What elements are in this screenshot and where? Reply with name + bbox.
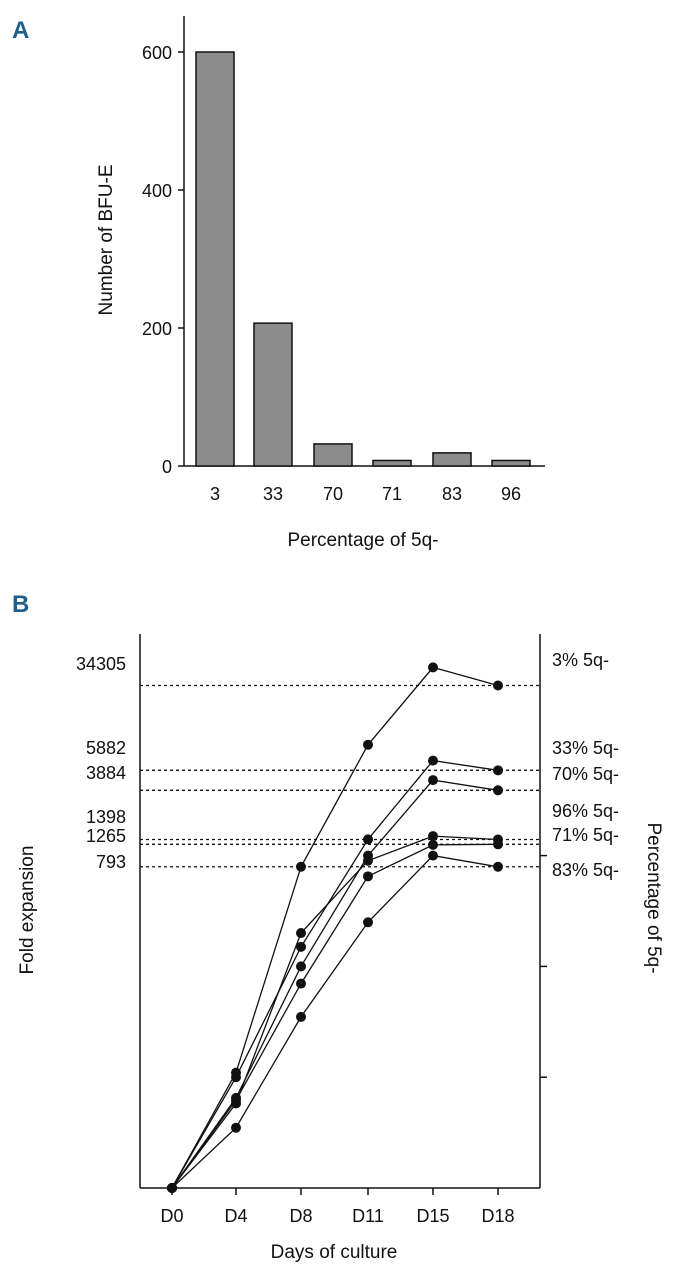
data-point xyxy=(296,861,306,872)
x-tick-label: 33 xyxy=(263,484,283,504)
y-axis-title: Fold expansion xyxy=(17,846,38,975)
x-tick-label: D0 xyxy=(160,1206,183,1226)
data-point xyxy=(428,755,438,766)
data-point xyxy=(296,1011,306,1022)
x-axis-title: Percentage of 5q- xyxy=(287,530,438,551)
line-chart-panel-b: 34305 3% 5q- 5882 33% 5q- 3884 70% 5q- 1398 96%… xyxy=(17,634,664,1263)
data-point xyxy=(428,839,438,850)
y-tick-label: 400 xyxy=(142,181,172,201)
reference-series-label: 70% 5q- xyxy=(552,764,619,784)
x-tick-label: D11 xyxy=(352,1206,384,1226)
data-point xyxy=(296,961,306,972)
data-point xyxy=(363,917,373,928)
bar-96 xyxy=(491,459,531,467)
reference-series-label: 96% 5q- xyxy=(552,801,619,821)
x-tick-label: 71 xyxy=(382,484,402,504)
panel-a-label: A xyxy=(12,17,29,44)
data-point xyxy=(296,978,306,989)
bar-71 xyxy=(372,459,412,467)
bar-33 xyxy=(253,322,293,467)
reference-value-label: 34305 xyxy=(76,654,126,674)
data-point xyxy=(363,739,373,750)
x-tick-label: D4 xyxy=(224,1206,247,1226)
reference-series-label: 33% 5q- xyxy=(552,738,619,758)
x-axis-title: Days of culture xyxy=(271,1242,398,1263)
reference-value-label: 5882 xyxy=(86,738,126,758)
series-line xyxy=(171,843,499,1189)
data-point xyxy=(428,831,438,842)
data-point xyxy=(363,871,373,882)
data-point xyxy=(493,839,503,850)
reference-value-label: 1398 xyxy=(86,807,126,827)
bar-83 xyxy=(432,452,472,467)
data-point xyxy=(231,1072,241,1083)
data-point xyxy=(493,861,503,872)
data-point xyxy=(428,775,438,786)
x-tick-label: D15 xyxy=(416,1206,449,1226)
data-point xyxy=(296,928,306,939)
right-axis-title: Percentage of 5q- xyxy=(643,822,664,973)
x-tick-label: 96 xyxy=(501,484,521,504)
data-point xyxy=(231,1122,241,1133)
x-tick-label: D8 xyxy=(289,1206,312,1226)
data-point xyxy=(231,1095,241,1106)
data-point xyxy=(493,785,503,796)
data-point xyxy=(296,941,306,952)
bar-70 xyxy=(313,443,353,467)
x-tick-label: 83 xyxy=(442,484,462,504)
reference-value-label: 3884 xyxy=(86,763,126,783)
y-tick-label: 200 xyxy=(142,319,172,339)
reference-value-label: 1265 xyxy=(86,826,126,846)
reference-series-label: 71% 5q- xyxy=(552,825,619,845)
series-line xyxy=(171,854,499,1189)
data-point xyxy=(363,855,373,866)
reference-value-label: 793 xyxy=(96,852,126,872)
y-tick-label: 600 xyxy=(142,43,172,63)
data-point xyxy=(428,662,438,673)
y-tick-label: 0 xyxy=(162,457,172,477)
reference-series-label: 3% 5q- xyxy=(552,650,609,670)
series-line xyxy=(171,779,499,1189)
x-tick-label: 3 xyxy=(210,484,220,504)
data-point xyxy=(363,834,373,845)
panel-b-label: B xyxy=(12,591,29,618)
data-point xyxy=(493,680,503,691)
bar-3 xyxy=(195,51,235,467)
series-line xyxy=(171,666,499,1189)
x-tick-label: 70 xyxy=(323,484,343,504)
series-line xyxy=(171,835,499,1189)
x-tick-label: D18 xyxy=(481,1206,514,1226)
data-point xyxy=(167,1183,177,1193)
reference-series-label: 83% 5q- xyxy=(552,860,619,880)
data-point xyxy=(493,765,503,776)
series-line xyxy=(171,759,499,1189)
data-point xyxy=(428,850,438,861)
y-axis-title: Number of BFU-E xyxy=(96,165,117,316)
